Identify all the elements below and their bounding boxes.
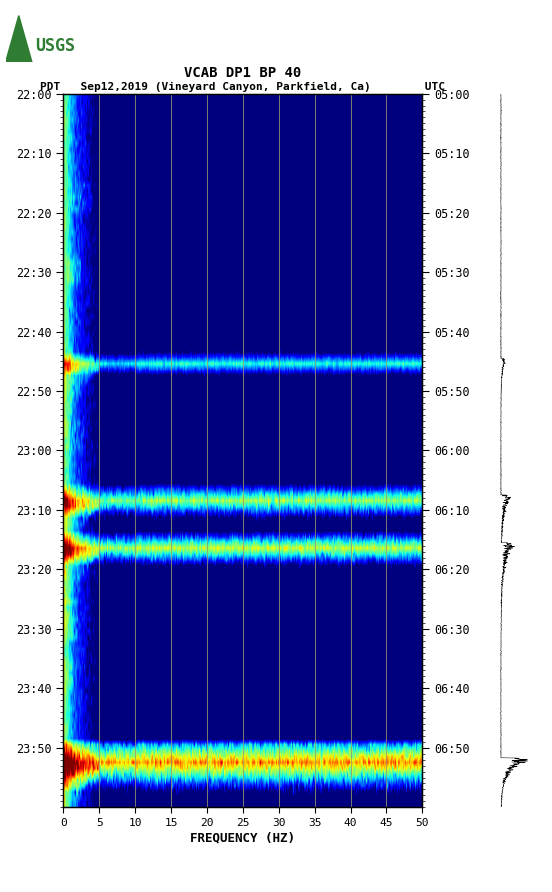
Polygon shape (6, 15, 32, 62)
Text: USGS: USGS (35, 37, 75, 55)
Text: VCAB DP1 BP 40: VCAB DP1 BP 40 (184, 66, 301, 80)
X-axis label: FREQUENCY (HZ): FREQUENCY (HZ) (190, 832, 295, 845)
Text: PDT   Sep12,2019 (Vineyard Canyon, Parkfield, Ca)        UTC: PDT Sep12,2019 (Vineyard Canyon, Parkfie… (40, 82, 445, 92)
